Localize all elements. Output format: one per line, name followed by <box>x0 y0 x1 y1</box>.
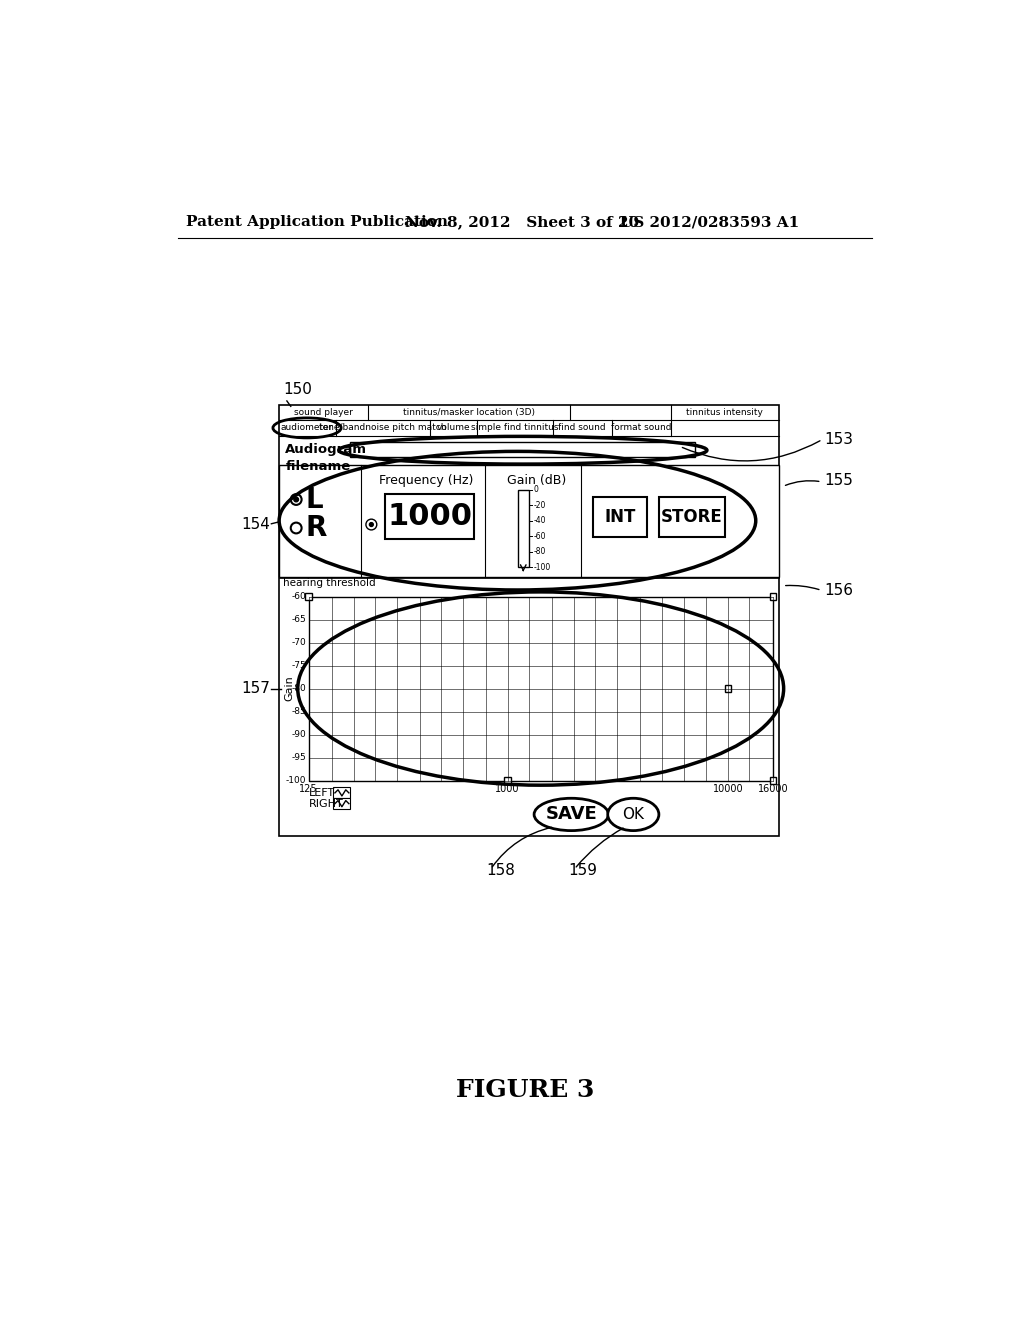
Text: 156: 156 <box>824 583 853 598</box>
Text: -65: -65 <box>292 615 306 624</box>
Ellipse shape <box>607 799 658 830</box>
Bar <box>334 799 350 809</box>
Text: FIGURE 3: FIGURE 3 <box>456 1078 594 1102</box>
Text: volume: volume <box>436 424 470 433</box>
Text: tinnitus intensity: tinnitus intensity <box>686 408 763 417</box>
Text: -80: -80 <box>292 684 306 693</box>
Bar <box>770 777 776 784</box>
Text: 159: 159 <box>568 863 597 878</box>
Text: -95: -95 <box>292 752 306 762</box>
Text: hearing threshold: hearing threshold <box>283 578 376 589</box>
Bar <box>280 405 779 836</box>
Text: -75: -75 <box>292 661 306 671</box>
Circle shape <box>294 498 299 502</box>
Text: audiometer: audiometer <box>281 424 333 433</box>
Text: -80: -80 <box>534 548 546 556</box>
Bar <box>725 685 731 692</box>
Text: Audiogram
filename: Audiogram filename <box>286 444 368 474</box>
Bar <box>350 442 695 457</box>
Bar <box>518 490 528 568</box>
Text: 1000: 1000 <box>387 502 472 531</box>
Bar <box>770 594 776 599</box>
Text: -100: -100 <box>286 776 306 785</box>
Text: 157: 157 <box>241 681 270 696</box>
Text: SAVE: SAVE <box>546 805 597 824</box>
Text: tinnitus/masker location (3D): tinnitus/masker location (3D) <box>403 408 535 417</box>
Text: -60: -60 <box>292 593 306 601</box>
Text: OK: OK <box>623 807 644 822</box>
Bar <box>505 777 511 784</box>
Text: 125: 125 <box>299 784 317 793</box>
Text: -100: -100 <box>534 562 551 572</box>
Bar <box>593 498 647 537</box>
Text: 10000: 10000 <box>713 784 743 793</box>
Text: R: R <box>305 513 327 543</box>
Text: STORE: STORE <box>660 508 723 527</box>
Bar <box>280 465 779 577</box>
Text: 158: 158 <box>486 863 515 878</box>
Text: L: L <box>305 486 324 513</box>
Text: 153: 153 <box>824 432 853 447</box>
Text: LEFT: LEFT <box>308 788 335 797</box>
Bar <box>385 494 474 539</box>
Text: 155: 155 <box>824 473 853 488</box>
Text: Patent Application Publication: Patent Application Publication <box>186 215 449 230</box>
Text: 16000: 16000 <box>758 784 788 793</box>
Text: RIGHT: RIGHT <box>308 799 343 809</box>
Text: -20: -20 <box>534 500 546 510</box>
Text: 150: 150 <box>283 381 312 397</box>
Bar <box>334 788 350 799</box>
Text: -60: -60 <box>534 532 546 541</box>
Bar <box>305 594 311 599</box>
Bar <box>308 597 773 780</box>
Text: Nov. 8, 2012   Sheet 3 of 20: Nov. 8, 2012 Sheet 3 of 20 <box>406 215 640 230</box>
Text: format sound: format sound <box>610 424 672 433</box>
Text: simple find tinnitus: simple find tinnitus <box>471 424 558 433</box>
Text: -40: -40 <box>534 516 546 525</box>
Text: find sound: find sound <box>558 424 606 433</box>
Text: Frequency (Hz): Frequency (Hz) <box>379 474 473 487</box>
Text: 1000: 1000 <box>496 784 520 793</box>
Text: -70: -70 <box>292 638 306 647</box>
Text: -85: -85 <box>292 708 306 715</box>
Text: 154: 154 <box>241 517 270 532</box>
Ellipse shape <box>535 799 608 830</box>
Text: sound player: sound player <box>294 408 352 417</box>
Text: -90: -90 <box>292 730 306 739</box>
Text: INT: INT <box>604 508 636 527</box>
Text: Gain: Gain <box>285 676 294 701</box>
Text: 0: 0 <box>534 484 539 494</box>
Text: US 2012/0283593 A1: US 2012/0283593 A1 <box>621 215 800 230</box>
Circle shape <box>370 523 374 527</box>
Bar <box>658 498 725 537</box>
Text: Gain (dB): Gain (dB) <box>507 474 566 487</box>
Text: tone/bandnoise pitch match: tone/bandnoise pitch match <box>319 424 446 433</box>
